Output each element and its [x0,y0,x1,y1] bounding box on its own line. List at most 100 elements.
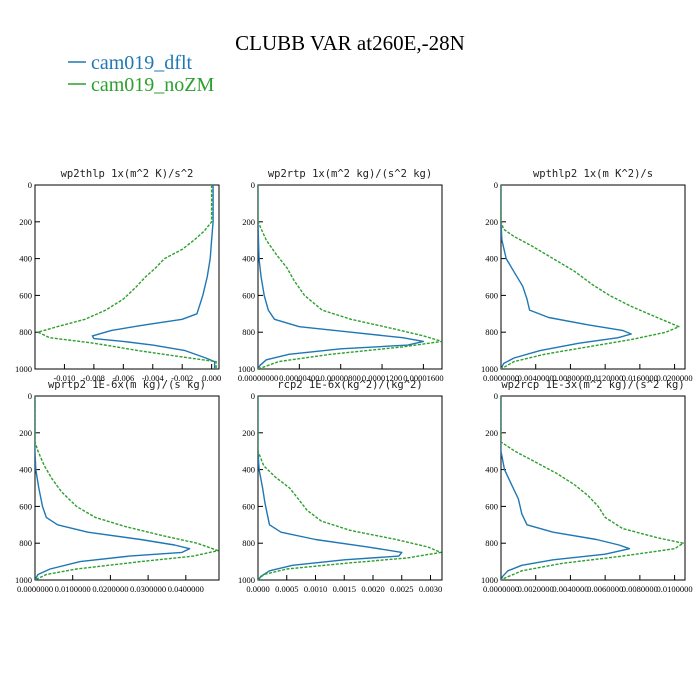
x-tick-label: 0.0010 [304,584,327,594]
x-tick-label: 0.0160000 [622,373,658,383]
y-tick-label: 0 [28,180,32,190]
x-tick-label: 0.0080000 [622,584,658,594]
series-line-cam019_dflt [258,185,425,369]
y-tick-label: 600 [485,501,498,511]
panel-4: wprtp2 1E-6x(m kg)/(s kg) 0 200 400 600 800 10… [15,379,220,594]
panel-title: wp2rcp 1E-3x(m^2 kg)/(s^2 kg) [501,379,684,391]
plot-frame [257,395,443,581]
series-line-cam019_noZM [37,185,217,369]
x-tick-label: 0.0030 [419,584,442,594]
panel-title: wp2rtp 1x(m^2 kg)/(s^2 kg) [268,168,432,180]
y-tick-label: 0 [494,391,498,401]
x-tick-label: 0.0120000 [587,373,623,383]
x-tick-label: 0.0040000 [518,373,554,383]
x-tick-label: 0.0100000 [55,584,91,594]
y-tick-label: 600 [242,290,255,300]
x-tick-label: 0.0000000 [483,373,519,383]
y-tick-label: 400 [242,465,255,475]
x-tick-label: -0.004 [142,373,165,383]
plot-frame [34,184,220,370]
y-tick-label: 400 [242,254,255,264]
x-tick-label: -0.010 [53,373,75,383]
x-tick-label: 0.0040000 [552,584,588,594]
y-tick-label: 200 [485,217,498,227]
y-tick-label: 200 [19,428,32,438]
y-tick-label: 600 [19,290,32,300]
y-tick-label: 1000 [15,364,32,374]
series-line-cam019_dflt [91,185,216,369]
plot-frame [34,395,220,581]
x-tick-label: 0.0400000 [168,584,204,594]
x-tick-label: 0.0020 [361,584,384,594]
x-tick-label: 0.0100000 [657,584,693,594]
series-line-cam019_dflt [258,396,403,580]
plot-frame [257,184,443,370]
x-tick-label: 0.0025 [390,584,413,594]
series-line-cam019_noZM [501,396,684,580]
series-line-cam019_noZM [258,185,442,369]
x-tick-label: 0.0020000 [518,584,554,594]
panel-2: wp2rtp 1x(m^2 kg)/(s^2 kg) 0 200 400 600 800 1… [238,168,444,383]
figure-title: CLUBB VAR at260E,-28N [235,31,465,55]
y-tick-label: 1000 [15,575,32,585]
y-tick-label: 200 [485,428,498,438]
x-tick-label: 0.00001200 [362,373,402,383]
y-tick-label: 600 [485,290,498,300]
x-tick-label: 0.0300000 [130,584,166,594]
y-tick-label: 800 [19,538,32,548]
y-tick-label: 1000 [481,364,498,374]
x-tick-label: 0.00001600 [403,373,443,383]
y-tick-label: 1000 [481,575,498,585]
plot-frame [500,395,686,581]
panel-title: wprtp2 1E-6x(m kg)/(s kg) [48,379,206,391]
y-tick-label: 200 [242,217,255,227]
plot-frame [500,184,686,370]
y-tick-label: 0 [251,391,255,401]
x-tick-label: 0.0000000 [17,584,53,594]
x-tick-label: -0.008 [83,373,105,383]
series-line-cam019_dflt [501,396,631,580]
x-tick-label: 0.000 [202,373,221,383]
y-tick-label: 800 [485,327,498,337]
panel-title: rcp2 1E-6x(kg^2)/(kg^2) [277,379,422,391]
y-tick-label: 800 [242,538,255,548]
y-tick-label: 800 [19,327,32,337]
panel-title: wp2thlp 1x(m^2 K)/s^2 [61,168,194,180]
y-tick-label: 0 [28,391,32,401]
y-tick-label: 0 [251,180,255,190]
panel-5: rcp2 1E-6x(kg^2)/(kg^2) 0 200 400 600 800 1000… [238,379,443,594]
y-tick-label: 1000 [238,364,255,374]
x-tick-label: -0.002 [171,373,193,383]
series-line-cam019_dflt [501,185,632,369]
panel-3: wpthlp2 1x(m K^2)/s020040060080010000.00… [481,168,693,383]
x-tick-label: 0.0000000 [483,584,519,594]
legend-label-nozm: cam019_noZM [91,74,215,96]
panels: wp2thlp 1x(m^2 K)/s^2 0 200 400 600 800 1000 -0… [15,168,693,594]
x-tick-label: 0.0200000 [92,584,128,594]
x-tick-label: 0.0200000 [657,373,693,383]
x-tick-label: 0.00000800 [321,373,361,383]
panel-1: wp2thlp 1x(m^2 K)/s^2 0 200 400 600 800 1000 -0… [15,168,221,383]
x-tick-label: 0.00000000 [238,373,278,383]
series-line-cam019_dflt [35,396,191,580]
x-tick-label: -0.006 [112,373,134,383]
y-tick-label: 200 [242,428,255,438]
y-tick-label: 400 [485,465,498,475]
x-tick-label: 0.0080000 [552,373,588,383]
legend: cam019_dflt cam019_noZM [68,52,215,96]
series-line-cam019_noZM [258,396,442,580]
y-tick-label: 600 [242,501,255,511]
y-tick-label: 800 [242,327,255,337]
x-tick-label: 0.0060000 [587,584,623,594]
y-tick-label: 400 [19,465,32,475]
panel-title: wpthlp2 1x(m K^2)/s [533,168,653,180]
y-tick-label: 200 [19,217,32,227]
y-tick-label: 0 [494,180,498,190]
y-tick-label: 400 [485,254,498,264]
y-tick-label: 600 [19,501,32,511]
series-line-cam019_noZM [35,396,219,580]
x-tick-label: 0.0015 [333,584,356,594]
series-line-cam019_noZM [501,185,680,369]
x-tick-label: 0.0000 [246,584,269,594]
